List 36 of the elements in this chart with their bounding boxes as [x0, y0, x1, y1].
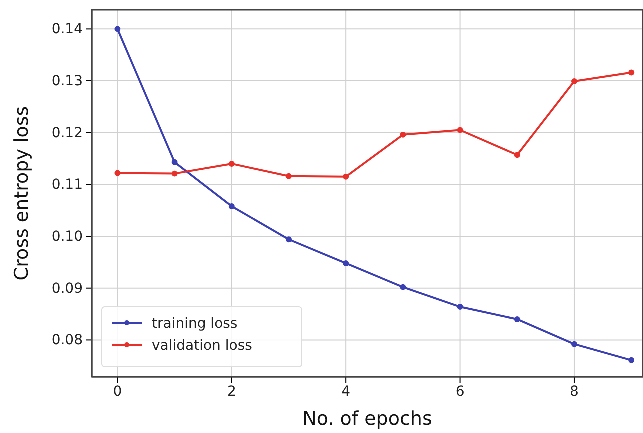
point — [228, 203, 235, 210]
point — [571, 341, 578, 348]
point — [628, 70, 635, 76]
y-tick-label: 0.08 — [52, 332, 83, 349]
x-tick-label: 8 — [570, 384, 579, 400]
point — [172, 159, 178, 166]
point — [571, 78, 578, 85]
point — [457, 304, 464, 310]
x-tick-label: 2 — [227, 384, 236, 400]
point — [228, 160, 235, 167]
point — [172, 170, 178, 177]
legend-label: training loss — [152, 316, 238, 332]
x-tick-label: 0 — [113, 384, 122, 400]
point — [400, 132, 406, 138]
legend-label: validation loss — [152, 338, 252, 354]
point — [400, 284, 406, 290]
point — [457, 127, 464, 134]
y-tick-label: 0.09 — [52, 280, 83, 297]
x-tick-label: 6 — [456, 384, 465, 400]
point — [114, 170, 121, 176]
x-tick-label: 4 — [342, 384, 351, 400]
y-tick-label: 0.14 — [52, 22, 84, 38]
point — [343, 260, 350, 266]
point — [286, 173, 292, 180]
point — [286, 236, 292, 243]
point — [114, 26, 121, 32]
point — [343, 174, 350, 180]
point — [514, 152, 520, 158]
y-tick-label: 0.13 — [52, 73, 83, 90]
y-tick-label: 0.10 — [52, 229, 83, 246]
y-axis-title: Cross entropy loss — [11, 106, 33, 281]
point — [628, 357, 635, 364]
y-tick-label: 0.11 — [52, 177, 83, 194]
y-tick-label: 0.12 — [52, 125, 83, 142]
x-axis-title: No. of epochs — [302, 408, 432, 430]
point — [514, 316, 520, 322]
